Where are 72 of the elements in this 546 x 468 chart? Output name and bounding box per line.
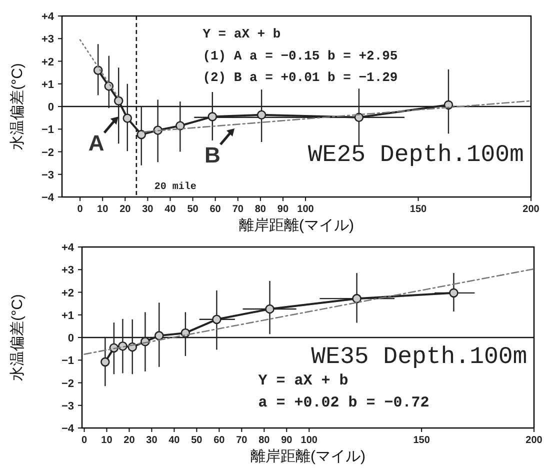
y-tick-label: −1 [41, 124, 54, 136]
point [265, 304, 274, 314]
y-tick-label: −4 [41, 192, 55, 204]
y-tick-label: −3 [41, 169, 54, 182]
x-tick-label: 0 [81, 435, 88, 446]
x-tick-label: 40 [168, 435, 180, 446]
y-tick-label: −2 [41, 146, 54, 159]
point [352, 294, 362, 304]
point [104, 81, 114, 91]
y-tick-label: +4 [41, 11, 55, 23]
x-tick-label: 50 [187, 204, 199, 215]
point [122, 114, 132, 123]
x-tick-label: 10 [101, 435, 113, 446]
x-axis-title: 離岸距離(マイル) [250, 448, 366, 465]
x-tick-label: 40 [164, 204, 176, 215]
x-tick-label: 100 [297, 204, 314, 215]
x-tick-label: 50 [191, 435, 203, 446]
annotation: A [88, 130, 104, 156]
y-tick-label: 0 [48, 102, 54, 114]
y-tick-label: +1 [61, 310, 74, 322]
x-tick-label: 70 [236, 435, 248, 446]
point [93, 66, 103, 75]
point [256, 110, 266, 120]
x-tick-label: 20 [120, 204, 132, 215]
point [449, 288, 458, 298]
y-tick-label: −1 [61, 355, 74, 368]
x-tick-label: 30 [146, 435, 158, 446]
y-tick-label: +3 [41, 34, 54, 46]
y-tick-label: +4 [61, 242, 75, 254]
point [114, 96, 124, 106]
annotation: B [204, 142, 220, 168]
x-tick-label: 90 [277, 204, 289, 215]
y-tick-label: +3 [61, 264, 74, 277]
x-tick-label: 60 [210, 204, 222, 215]
x-tick-label: 200 [526, 435, 543, 446]
x-tick-label: 0 [77, 204, 84, 215]
x-tick-label: 150 [410, 204, 428, 215]
annotation: WE25 Depth.100m [308, 142, 524, 169]
x-tick-label: 10 [97, 204, 109, 215]
point [154, 331, 164, 340]
point [100, 357, 110, 367]
annotation: (2) B a = +0.01 b = −1.29 [202, 70, 398, 86]
x-tick-label: 70 [232, 204, 244, 215]
y-tick-label: −2 [61, 378, 74, 390]
x-tick-label: 30 [142, 204, 154, 215]
point [212, 314, 222, 324]
annotation: Y = aX + b [202, 26, 281, 42]
y-tick-label: 0 [68, 332, 74, 344]
y-axis-title: 水温偏差(°C) [9, 294, 26, 381]
y-tick-label: −4 [61, 423, 75, 435]
x-axis-title: 離岸距離(マイル) [239, 217, 354, 234]
y-axis-title: 水温偏差(°C) [9, 63, 26, 150]
x-tick-label: 20 [124, 435, 136, 446]
point [176, 121, 185, 130]
y-tick-label: +1 [41, 78, 54, 91]
point [208, 112, 218, 122]
point [136, 130, 146, 140]
y-tick-label: +2 [41, 56, 54, 68]
x-tick-label: 100 [300, 435, 318, 446]
annotation: a = +0.02 b = −0.72 [258, 394, 430, 412]
y-tick-label: −3 [61, 400, 74, 412]
annotation: (1) A a = −0.15 b = +2.95 [202, 48, 398, 64]
x-tick-label: 150 [413, 435, 430, 446]
ref-line-label: 20 mile [154, 181, 196, 193]
x-tick-label: 90 [281, 435, 293, 446]
annotation: Y = aX + b [258, 372, 348, 390]
x-tick-label: 200 [522, 204, 540, 215]
annotation: WE35 Depth.100m [311, 344, 528, 371]
y-tick-label: +2 [61, 287, 74, 300]
x-tick-label: 80 [258, 435, 270, 446]
x-tick-label: 80 [254, 204, 266, 215]
x-tick-label: 60 [214, 435, 226, 446]
